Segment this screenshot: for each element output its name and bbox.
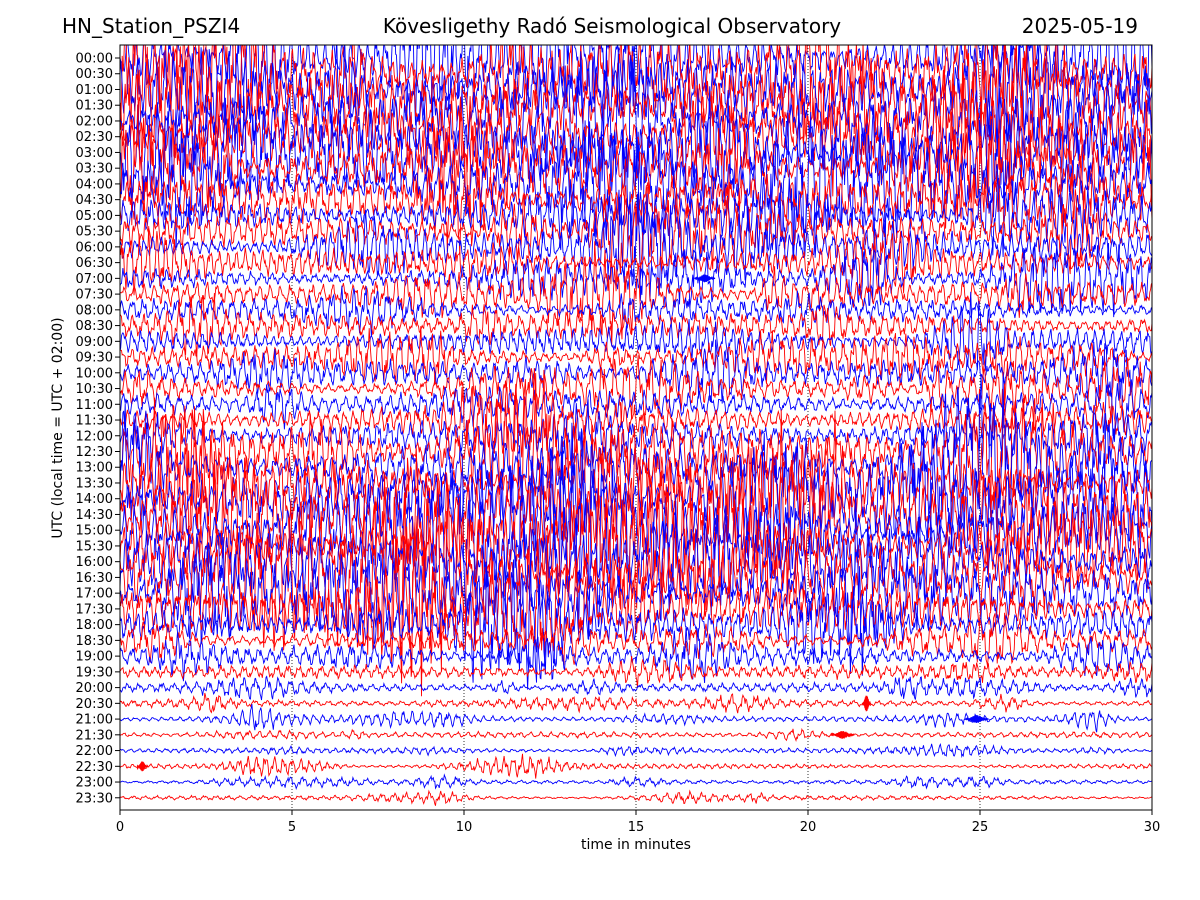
trace-1100 [120, 375, 1152, 437]
trace-0200 [120, 45, 1152, 196]
x-tick-label: 20 [800, 820, 817, 835]
y-tick-label: 01:30 [76, 99, 113, 114]
y-tick-label: 09:30 [76, 351, 113, 366]
y-tick-label: 05:00 [76, 209, 113, 224]
chart-date: 2025-05-19 [1021, 14, 1138, 38]
y-tick-label: 18:30 [76, 634, 113, 649]
y-tick-label: 14:00 [76, 492, 113, 507]
y-tick-label: 21:00 [76, 713, 113, 728]
y-tick-label: 15:00 [76, 524, 113, 539]
y-tick-label: 11:00 [76, 398, 113, 413]
y-tick-label: 16:00 [76, 555, 113, 570]
trace-0900 [120, 291, 1152, 371]
trace-1130 [120, 368, 1152, 461]
y-tick-label: 22:00 [76, 744, 113, 759]
trace-0730 [120, 241, 1152, 347]
trace-2030 [120, 692, 1152, 714]
y-tick-label: 15:30 [76, 539, 113, 554]
y-tick-label: 00:30 [76, 67, 113, 82]
y-tick-label: 02:30 [76, 130, 113, 145]
trace-2000 [120, 675, 1152, 701]
y-tick-label: 19:30 [76, 665, 113, 680]
y-tick-label: 07:30 [76, 288, 113, 303]
trace-0030 [120, 45, 1152, 153]
y-tick-label: 06:30 [76, 256, 113, 271]
y-tick-label: 23:30 [76, 791, 113, 806]
seismic-event-4 [136, 761, 148, 772]
y-tick-label: 14:30 [76, 508, 113, 523]
y-tick-label: 13:00 [76, 461, 113, 476]
trace-2300 [120, 773, 1152, 790]
trace-2230 [120, 753, 1152, 779]
y-tick-label: 17:30 [76, 602, 113, 617]
y-tick-label: 16:30 [76, 571, 113, 586]
y-tick-label: 04:30 [76, 193, 113, 208]
y-axis-ticks: 00:0000:3001:0001:3002:0002:3003:0003:30… [76, 52, 120, 806]
y-tick-label: 08:00 [76, 303, 113, 318]
y-tick-label: 02:00 [76, 114, 113, 129]
trace-0000 [120, 45, 1152, 132]
trace-0830 [120, 292, 1152, 358]
y-tick-label: 13:30 [76, 476, 113, 491]
seismic-event-3 [830, 730, 855, 739]
y-tick-label: 10:30 [76, 382, 113, 397]
seismic-event-1 [861, 695, 872, 712]
trace-1700 [120, 488, 1152, 676]
y-tick-label: 01:00 [76, 83, 113, 98]
x-tick-label: 5 [288, 820, 296, 835]
y-tick-label: 05:30 [76, 225, 113, 240]
x-axis-label: time in minutes [581, 837, 691, 853]
y-tick-label: 22:30 [76, 760, 113, 775]
trace-1530 [120, 477, 1152, 616]
trace-layer [120, 45, 1152, 806]
trace-0430 [120, 150, 1152, 256]
y-tick-label: 19:00 [76, 650, 113, 665]
seismic-event-2 [964, 715, 989, 724]
seismic-event-0 [694, 274, 716, 283]
chart-title: Kövesligethy Radó Seismological Observat… [382, 14, 842, 38]
trace-1830 [120, 612, 1152, 667]
y-tick-label: 10:00 [76, 366, 113, 381]
y-tick-label: 12:30 [76, 445, 113, 460]
y-tick-label: 23:00 [76, 776, 113, 791]
trace-0930 [120, 326, 1152, 386]
y-tick-label: 09:00 [76, 335, 113, 350]
y-tick-label: 06:00 [76, 240, 113, 255]
y-tick-label: 11:30 [76, 414, 113, 429]
y-tick-label: 18:00 [76, 618, 113, 633]
trace-1900 [120, 626, 1152, 684]
trace-2330 [120, 789, 1152, 806]
trace-2130 [120, 727, 1152, 742]
y-tick-label: 08:30 [76, 319, 113, 334]
y-tick-label: 07:00 [76, 272, 113, 287]
trace-0600 [120, 191, 1152, 302]
x-tick-label: 25 [972, 820, 989, 835]
x-tick-label: 0 [116, 820, 124, 835]
y-tick-label: 20:30 [76, 697, 113, 712]
station-name: HN_Station_PSZI4 [62, 14, 241, 38]
y-tick-label: 21:30 [76, 728, 113, 743]
y-axis-label: UTC (local time = UTC + 02:00) [50, 317, 66, 539]
x-tick-label: 10 [456, 820, 473, 835]
y-tick-label: 20:00 [76, 681, 113, 696]
y-tick-label: 04:00 [76, 177, 113, 192]
y-tick-label: 12:00 [76, 429, 113, 444]
y-tick-label: 17:00 [76, 587, 113, 602]
y-tick-label: 00:00 [76, 52, 113, 67]
y-tick-label: 03:00 [76, 146, 113, 161]
y-tick-label: 03:30 [76, 162, 113, 177]
trace-2200 [120, 743, 1152, 759]
x-axis-ticks: 0 5 10 15 20 25 30 [116, 810, 1160, 835]
x-tick-label: 15 [628, 820, 645, 835]
trace-0630 [120, 226, 1152, 296]
x-tick-label: 30 [1144, 820, 1161, 835]
trace-1330 [120, 406, 1152, 553]
